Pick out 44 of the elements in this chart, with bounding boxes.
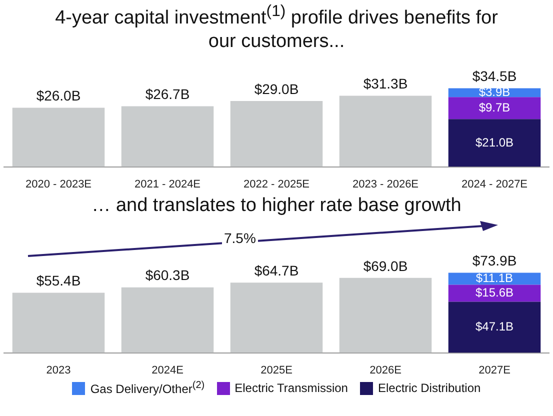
legend-label: Gas Delivery/Other$^{(2)}$ [90, 380, 205, 396]
chart-title: … and translates to higher rate base growth [90, 194, 462, 218]
bar [339, 96, 432, 168]
bar [12, 293, 105, 354]
x-tick-label: 2024E [152, 364, 184, 377]
data-label: $26.0B [36, 88, 81, 104]
x-tick-label: 2025E [260, 364, 292, 377]
x-tick-label: 2021 - 2024E [134, 178, 201, 191]
bar [448, 302, 541, 354]
bar [448, 119, 541, 168]
bar [230, 101, 323, 168]
total-label: $73.9B [472, 252, 517, 269]
bar [230, 282, 323, 354]
bar [448, 97, 541, 120]
data-label: $31.3B [363, 76, 408, 92]
x-tick-label: 2026E [370, 364, 402, 377]
data-label: $21.0B [475, 136, 514, 150]
text: 7.5% [222, 230, 258, 246]
data-label: $69.0B [363, 258, 408, 274]
x-tick-label: 2022 - 2025E [243, 178, 310, 191]
x-tick-label: 2027E [478, 364, 510, 377]
bar [339, 278, 432, 354]
data-label: $3.9B [478, 85, 510, 100]
x-tick-label: 2023 [46, 364, 71, 377]
chart-title: 4-year capital investment$^{(1)}$ profile drives benefits for our customers... [54, 2, 499, 54]
x-tick-label: 2024 - 2027E [461, 178, 528, 191]
bar [448, 273, 541, 286]
data-label: $15.6B [475, 286, 514, 300]
bar [121, 288, 214, 354]
data-label: $29.0B [254, 81, 299, 98]
bar [121, 106, 214, 168]
data-label: $11.1B [476, 271, 514, 286]
bar [12, 108, 105, 168]
x-tick-label: 2023 - 2026E [352, 178, 419, 191]
data-label: $26.7B [145, 86, 190, 102]
data-label: $55.4B [36, 272, 81, 289]
data-label: $47.1B [475, 320, 514, 334]
data-label: $60.3B [145, 268, 190, 284]
legend-label: Electric Distribution [378, 381, 481, 396]
x-tick-label: 2020 - 2023E [25, 178, 92, 191]
total-label: $34.5B [472, 68, 517, 84]
legend-label: Electric Transmission [234, 381, 348, 396]
data-label: $9.7B [478, 100, 510, 115]
data-label: $64.7B [254, 262, 299, 279]
